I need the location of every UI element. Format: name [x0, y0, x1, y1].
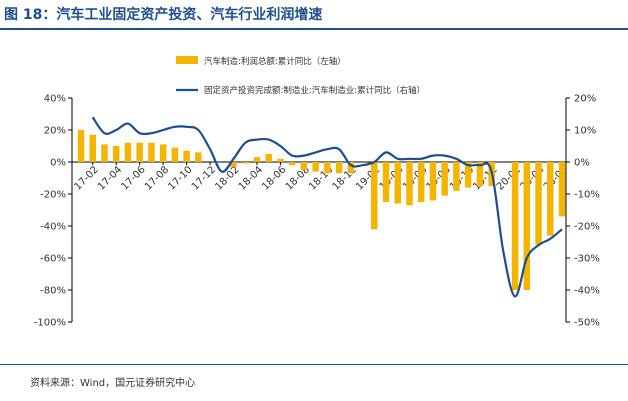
x-tick-label: 17-10 — [166, 164, 194, 192]
bar — [277, 158, 284, 162]
bar — [547, 162, 554, 236]
bar — [253, 157, 261, 162]
bar — [171, 147, 179, 162]
bar — [476, 162, 484, 186]
bar — [265, 154, 272, 162]
series-line — [91, 116, 563, 298]
right-tick-label: -50% — [574, 318, 600, 329]
bar-series — [77, 130, 566, 290]
bar — [335, 162, 343, 174]
bar — [124, 142, 132, 162]
bar — [183, 150, 190, 162]
x-tick-label: 18-06 — [260, 164, 288, 192]
x-tick-label: 17-02 — [73, 164, 101, 192]
x-tick-label: 17-08 — [143, 164, 171, 192]
right-tick-label: -10% — [574, 190, 600, 201]
bar — [417, 162, 425, 202]
x-tick-label: 20-04 — [518, 164, 546, 192]
bar — [136, 142, 143, 162]
bar — [288, 162, 296, 166]
x-tick-label: 17-12 — [190, 164, 218, 192]
left-tick-label: 20% — [44, 126, 66, 137]
bar — [312, 162, 319, 172]
x-tick-label: 19-06 — [401, 164, 429, 192]
right-tick-label: -20% — [574, 222, 600, 233]
x-tick-label: 18-12 — [331, 164, 359, 192]
title-underline — [0, 28, 628, 30]
bar — [511, 162, 519, 290]
x-tick-label: 18-08 — [284, 164, 312, 192]
left-tick-label: -80% — [40, 286, 66, 297]
x-tick-label: 17-06 — [119, 164, 147, 192]
bar — [394, 162, 401, 204]
legend-bar-label: 汽车制造:利润总额:累计同比（左轴） — [204, 56, 346, 67]
right-tick-label: 20% — [574, 94, 596, 105]
x-tick-label: 18-04 — [237, 164, 265, 192]
bar — [535, 162, 542, 246]
chart-title: 图 18：汽车工业固定资产投资、汽车行业利润增速 — [4, 7, 323, 23]
bar — [195, 152, 202, 162]
bar — [101, 144, 108, 162]
bar — [558, 162, 566, 217]
right-tick-label: -40% — [574, 286, 600, 297]
legend-bar-swatch — [176, 56, 198, 64]
x-tick-label: 19-10 — [448, 164, 476, 192]
bar — [371, 162, 378, 230]
x-tick-label: 19-08 — [424, 164, 452, 192]
bar — [242, 162, 249, 164]
bar — [453, 162, 460, 191]
x-tick-label: 19-04 — [378, 164, 406, 192]
left-tick-label: 0% — [50, 158, 66, 169]
bar — [347, 162, 355, 174]
bar — [300, 162, 308, 170]
bar — [523, 162, 531, 290]
left-tick-label: -20% — [40, 190, 66, 201]
bar — [324, 162, 331, 174]
right-tick-label: 0% — [574, 158, 590, 169]
bar — [406, 162, 413, 206]
line-series — [91, 116, 563, 298]
bar — [112, 146, 120, 162]
footer-divider — [0, 364, 628, 365]
x-tick-label: 17-04 — [96, 164, 124, 192]
right-tick-label: -30% — [574, 254, 600, 265]
bar — [77, 130, 85, 162]
bar — [382, 162, 390, 202]
x-tick-label: 18-10 — [307, 164, 335, 192]
right-tick-label: 10% — [574, 126, 596, 137]
bar — [441, 162, 448, 196]
bar — [230, 162, 237, 167]
x-tick-label: 19-02 — [354, 164, 382, 192]
legend-line-label: 固定资产投资完成额:制造业:汽车制造业:累计同比（右轴） — [204, 85, 425, 96]
left-tick-label: -60% — [40, 254, 66, 265]
bar — [148, 142, 155, 162]
bar — [464, 162, 472, 188]
left-tick-label: 40% — [44, 94, 66, 105]
bar — [429, 162, 437, 201]
bar — [159, 144, 167, 162]
source-note: 资料来源：Wind，国元证券研究中心 — [30, 378, 196, 389]
left-tick-label: -40% — [40, 222, 66, 233]
x-tick-label: 20-02 — [495, 164, 523, 192]
bar — [89, 134, 96, 162]
left-tick-label: -100% — [34, 318, 66, 329]
chart-legend: 汽车制造:利润总额:累计同比（左轴） 固定资产投资完成额:制造业:汽车制造业:累计… — [176, 56, 425, 96]
